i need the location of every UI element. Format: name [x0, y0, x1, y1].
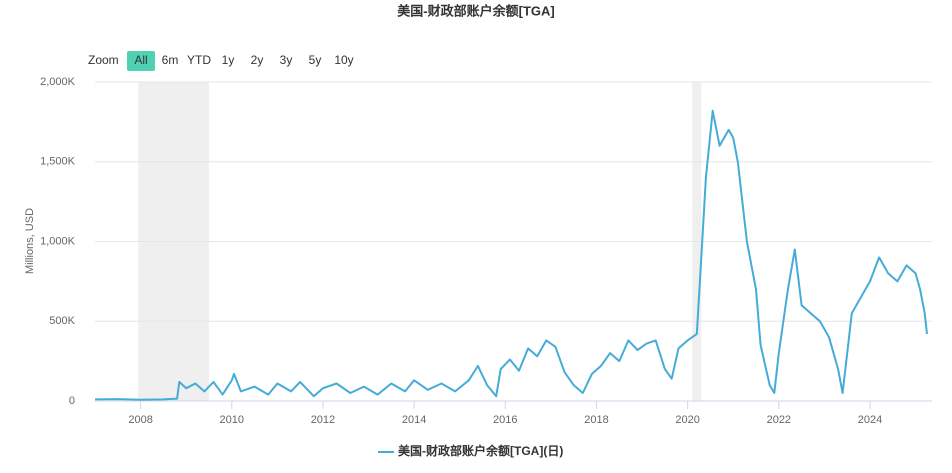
y-axis-title: Millions, USD — [24, 208, 36, 274]
y-tick-label: 2,000K — [40, 76, 76, 88]
range-button[interactable]: All — [134, 53, 147, 67]
x-tick-label: 2008 — [128, 414, 152, 426]
x-tick-label: 2010 — [220, 414, 244, 426]
range-button[interactable]: 10y — [334, 53, 353, 67]
y-tick-label: 500K — [49, 315, 75, 327]
x-tick-label: 2022 — [767, 414, 791, 426]
x-tick-label: 2024 — [858, 414, 882, 426]
range-button[interactable]: 3y — [280, 53, 293, 67]
x-tick-label: 2020 — [675, 414, 699, 426]
chart-title: 美国-财政部账户余额[TGA] — [397, 3, 554, 18]
zoom-label: Zoom — [88, 53, 119, 67]
x-tick-label: 2016 — [493, 414, 517, 426]
range-button[interactable]: 2y — [251, 53, 264, 67]
range-button-bg — [127, 51, 155, 71]
range-button[interactable]: 5y — [309, 53, 322, 67]
series-line — [94, 109, 928, 401]
legend-label[interactable]: 美国-财政部账户余额[TGA](日) — [398, 443, 563, 458]
x-tick-label: 2014 — [402, 414, 426, 426]
x-tick-label: 2018 — [584, 414, 608, 426]
range-button[interactable]: YTD — [187, 53, 211, 67]
y-tick-label: 1,000K — [40, 235, 76, 247]
range-button[interactable]: 1y — [222, 53, 235, 67]
y-tick-label: 1,500K — [40, 156, 76, 168]
range-button[interactable]: 6m — [162, 53, 179, 67]
x-tick-label: 2012 — [311, 414, 335, 426]
y-tick-label: 0 — [69, 395, 75, 407]
